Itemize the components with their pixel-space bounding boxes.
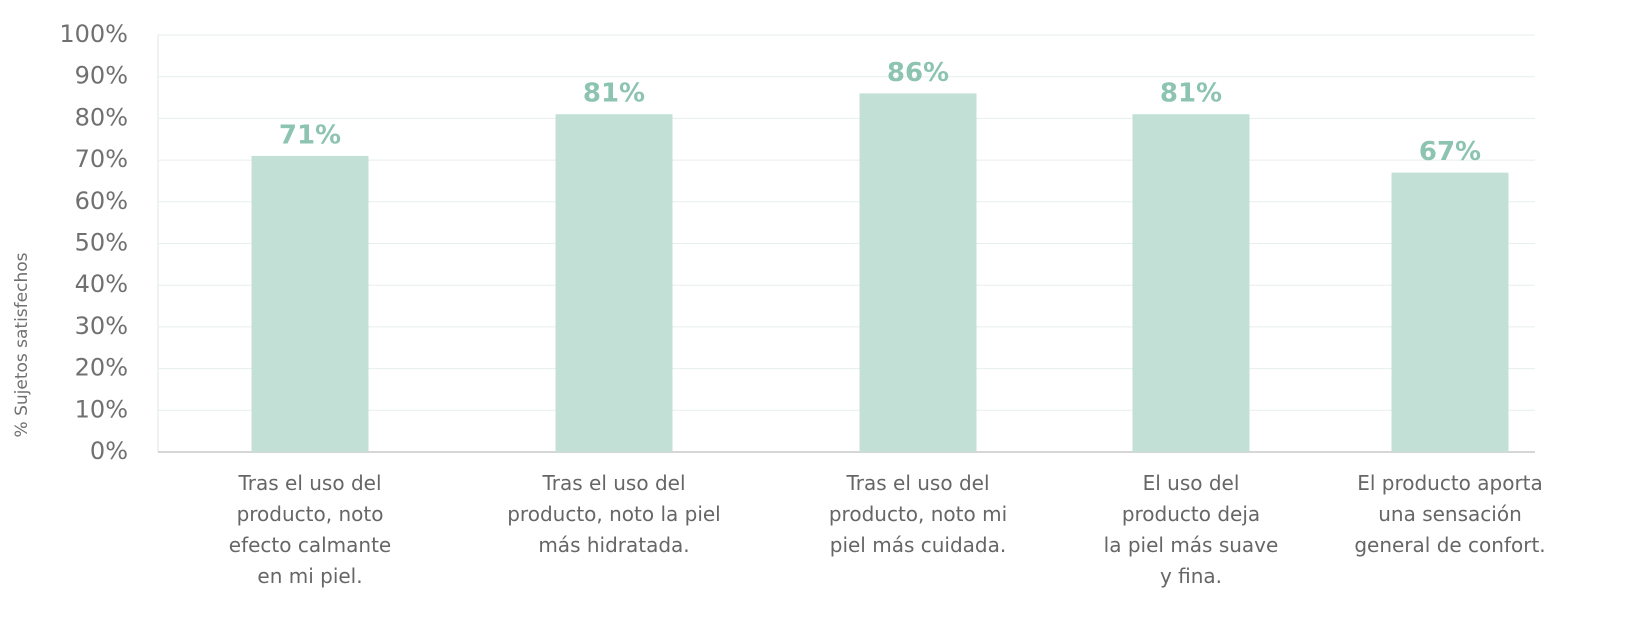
x-tick-label: El producto aporta una sensación general…	[1354, 471, 1546, 557]
y-tick-label: 60%	[75, 187, 128, 215]
y-tick-label: 0%	[90, 437, 128, 465]
y-tick-label: 90%	[75, 62, 128, 90]
x-tick-label: Tras el uso del producto, noto efecto ca…	[228, 471, 392, 588]
value-label: 71%	[279, 120, 341, 150]
value-label: 67%	[1419, 137, 1481, 167]
bar	[1391, 172, 1509, 453]
y-tick-label: 100%	[59, 20, 128, 48]
y-tick-label: 30%	[75, 312, 128, 340]
y-tick-label: 70%	[75, 145, 128, 173]
value-label: 81%	[1160, 79, 1222, 109]
bar	[1132, 114, 1250, 452]
bar	[859, 93, 977, 452]
y-tick-label: 20%	[75, 354, 128, 382]
x-tick-label: Tras el uso del producto, noto mi piel m…	[828, 471, 1008, 557]
bar	[251, 155, 369, 452]
y-axis-title: % Sujetos satisfechos	[12, 252, 32, 437]
value-label: 86%	[887, 58, 949, 88]
x-tick-label: El uso del producto deja la piel más sua…	[1103, 471, 1279, 588]
y-tick-label: 50%	[75, 229, 128, 257]
x-tick-label: Tras el uso del producto, noto la piel m…	[507, 471, 721, 557]
value-label: 81%	[583, 79, 645, 109]
y-tick-label: 10%	[75, 395, 128, 423]
bar	[555, 114, 673, 452]
y-tick-label: 80%	[75, 103, 128, 131]
y-tick-label: 40%	[75, 270, 128, 298]
